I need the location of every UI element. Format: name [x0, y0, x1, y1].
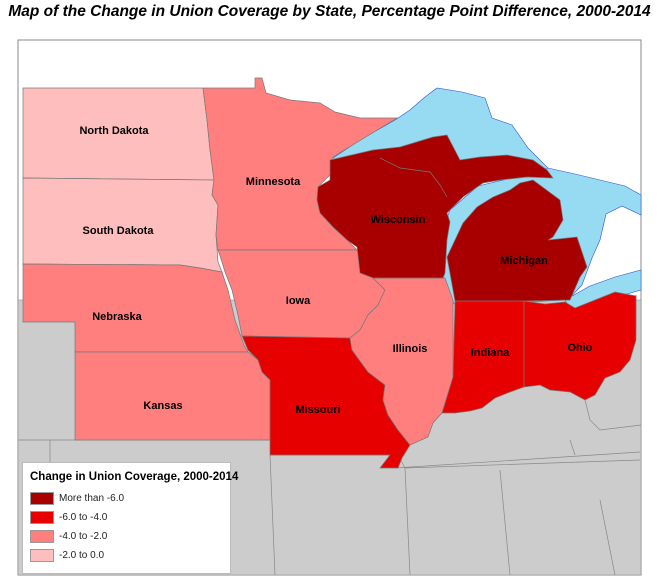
legend-item: More than -6.0	[30, 489, 230, 508]
wisconsin-michigan-border	[379, 157, 448, 198]
legend-label: More than -6.0	[59, 493, 125, 504]
other-state-borders	[18, 295, 642, 576]
label-illinois: Illinois	[393, 343, 428, 355]
legend-swatch	[30, 511, 54, 524]
label-south-dakota: South Dakota	[83, 225, 155, 237]
map-legend: Change in Union Coverage, 2000-2014 More…	[22, 462, 239, 574]
legend-swatch	[30, 530, 54, 543]
label-wisconsin: Wisconsin	[371, 214, 426, 226]
label-iowa: Iowa	[286, 295, 311, 307]
legend-item: -4.0 to -2.0	[30, 527, 230, 546]
state-kansas[interactable]	[74, 351, 271, 441]
label-nebraska: Nebraska	[92, 311, 142, 323]
legend-item: -2.0 to 0.0	[30, 546, 230, 565]
state-nebraska[interactable]	[22, 263, 249, 353]
label-ohio: Ohio	[567, 342, 592, 354]
label-minnesota: Minnesota	[246, 176, 301, 188]
legend-label: -6.0 to -4.0	[59, 512, 108, 523]
label-north-dakota: North Dakota	[79, 125, 149, 137]
states	[22, 77, 637, 469]
state-labels: North Dakota South Dakota Minnesota Wisc…	[79, 125, 592, 416]
label-kansas: Kansas	[143, 400, 182, 412]
legend-swatch	[30, 549, 54, 562]
label-michigan: Michigan	[500, 255, 548, 267]
state-michigan[interactable]	[446, 179, 588, 302]
state-wisconsin-and-upper-michigan[interactable]	[316, 134, 554, 279]
label-indiana: Indiana	[471, 347, 510, 359]
state-ohio[interactable]	[523, 291, 637, 401]
legend-swatch	[30, 492, 54, 505]
legend-label: -4.0 to -2.0	[59, 531, 108, 542]
label-missouri: Missouri	[295, 404, 340, 416]
map-title: Map of the Change in Union Coverage by S…	[8, 3, 651, 20]
legend-item: -6.0 to -4.0	[30, 508, 230, 527]
legend-label: -2.0 to 0.0	[59, 550, 105, 561]
legend-title: Change in Union Coverage, 2000-2014	[30, 471, 239, 483]
